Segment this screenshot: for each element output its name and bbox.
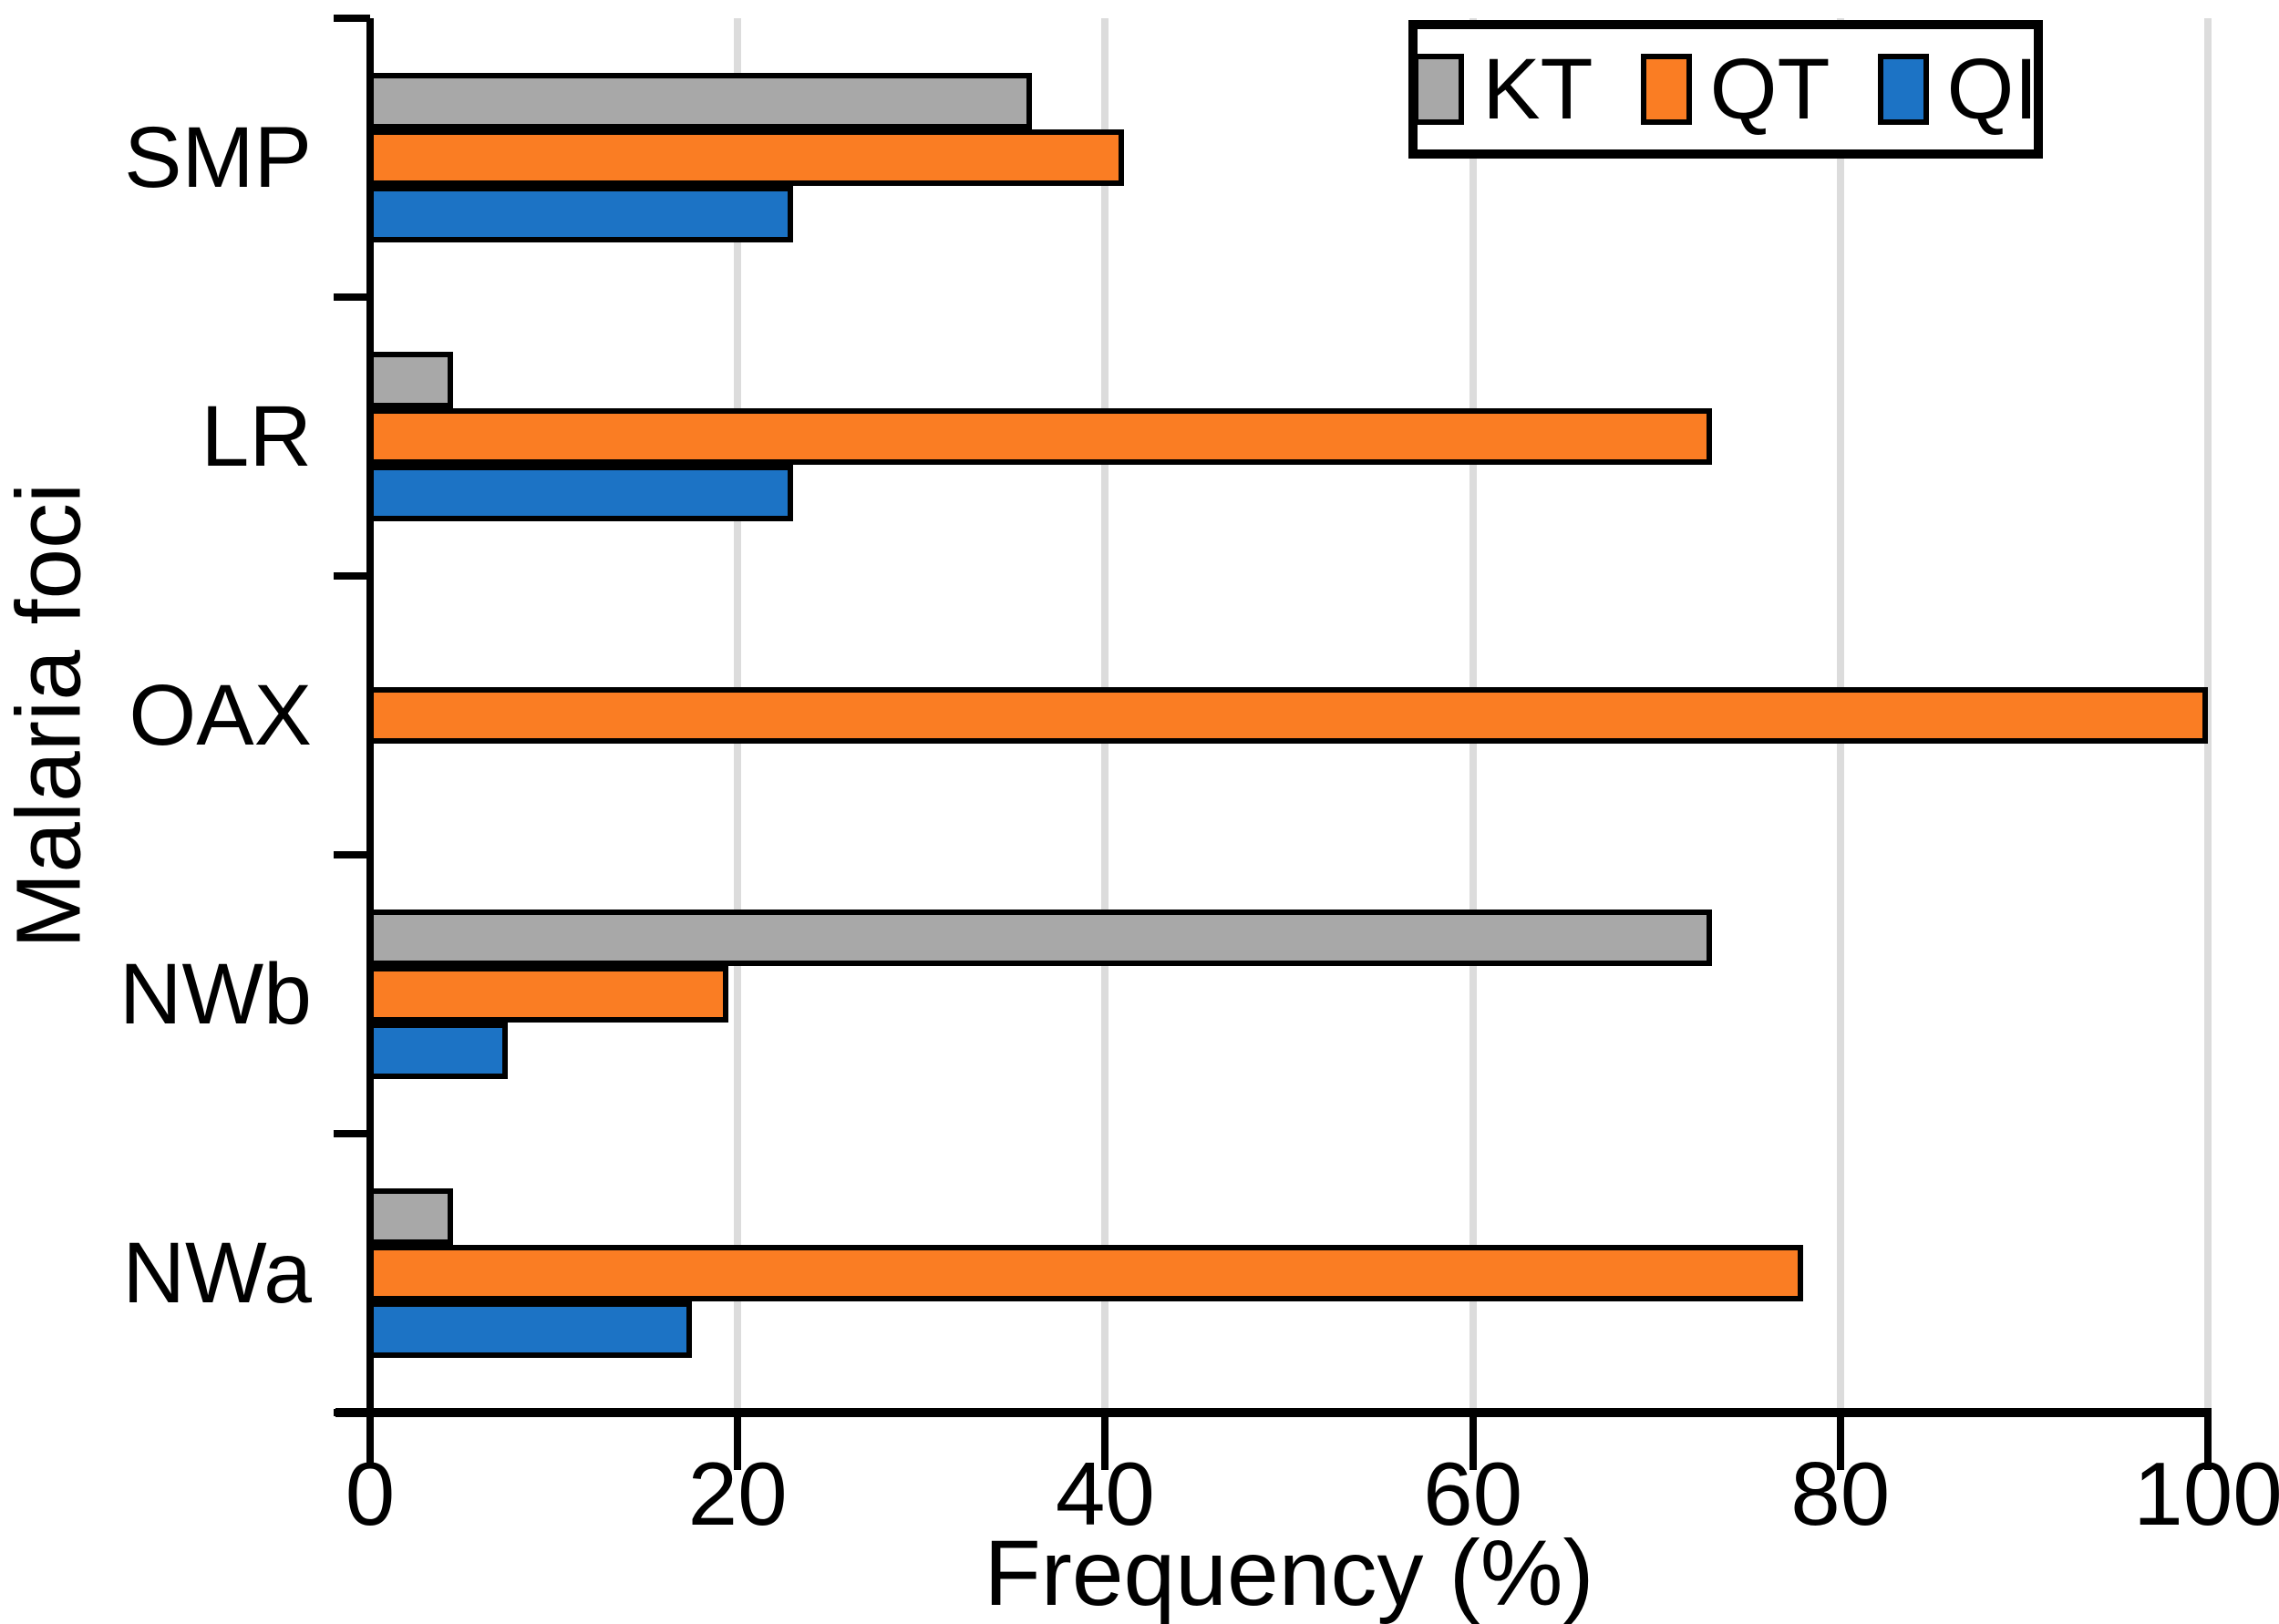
y-tick-1: [334, 293, 370, 301]
x-tick-label-60: 60: [1423, 1444, 1523, 1544]
y-tick-2: [334, 572, 370, 580]
y-tick-4: [334, 1130, 370, 1137]
bar-smp-qi: [366, 186, 793, 242]
category-label-oax: OAX: [129, 666, 312, 764]
qt-swatch-icon: [1640, 54, 1692, 125]
bar-nwa-qi: [366, 1301, 692, 1358]
bar-nwa-kt: [366, 1188, 453, 1245]
y-axis-line: [366, 18, 374, 1467]
bar-lr-kt: [366, 352, 453, 408]
x-axis-line: [335, 1408, 2212, 1417]
category-label-smp: SMP: [124, 108, 312, 206]
bar-nwa-qt: [366, 1245, 1803, 1301]
category-label-lr: LR: [201, 387, 312, 485]
bar-nwb-kt: [366, 910, 1712, 966]
legend-item-qi: QI: [1877, 40, 2038, 138]
bar-nwb-qi: [366, 1023, 508, 1079]
qi-swatch-icon: [1877, 54, 1929, 125]
y-tick-0: [334, 15, 370, 22]
bar-smp-qt: [366, 129, 1124, 186]
legend: KT QT QI: [1408, 20, 2043, 159]
x-tick-label-20: 20: [687, 1444, 788, 1544]
category-label-nwa: NWa: [122, 1224, 312, 1321]
legend-label-kt: KT: [1482, 40, 1593, 138]
legend-label-qt: QT: [1709, 40, 1830, 138]
legend-item-qt: QT: [1640, 40, 1830, 138]
x-tick-label-80: 80: [1790, 1444, 1891, 1544]
x-tick-label-40: 40: [1055, 1444, 1155, 1544]
y-tick-3: [334, 851, 370, 858]
legend-item-kt: KT: [1413, 46, 1593, 133]
y-tick-5: [334, 1409, 370, 1416]
bar-lr-qi: [366, 465, 793, 521]
legend-label-qi: QI: [1946, 40, 2038, 138]
x-tick-60: [1469, 1417, 1477, 1470]
bar-nwb-qt: [366, 966, 728, 1023]
kt-swatch-icon: [1413, 54, 1465, 125]
y-axis-title: Malaria foci: [0, 482, 100, 949]
x-tick-20: [734, 1417, 742, 1470]
gridline-100: [2204, 18, 2212, 1408]
x-axis-title: Frequency (%): [984, 1521, 1594, 1624]
category-label-nwb: NWb: [119, 945, 312, 1043]
x-tick-40: [1101, 1417, 1109, 1470]
bar-smp-kt: [366, 73, 1032, 129]
bar-lr-qt: [366, 408, 1712, 465]
x-tick-80: [1836, 1417, 1844, 1470]
bar-oax-qt: [366, 687, 2208, 744]
x-tick-label-100: 100: [2133, 1444, 2279, 1544]
x-tick-label-0: 0: [345, 1444, 396, 1544]
x-tick-100: [2204, 1417, 2212, 1470]
